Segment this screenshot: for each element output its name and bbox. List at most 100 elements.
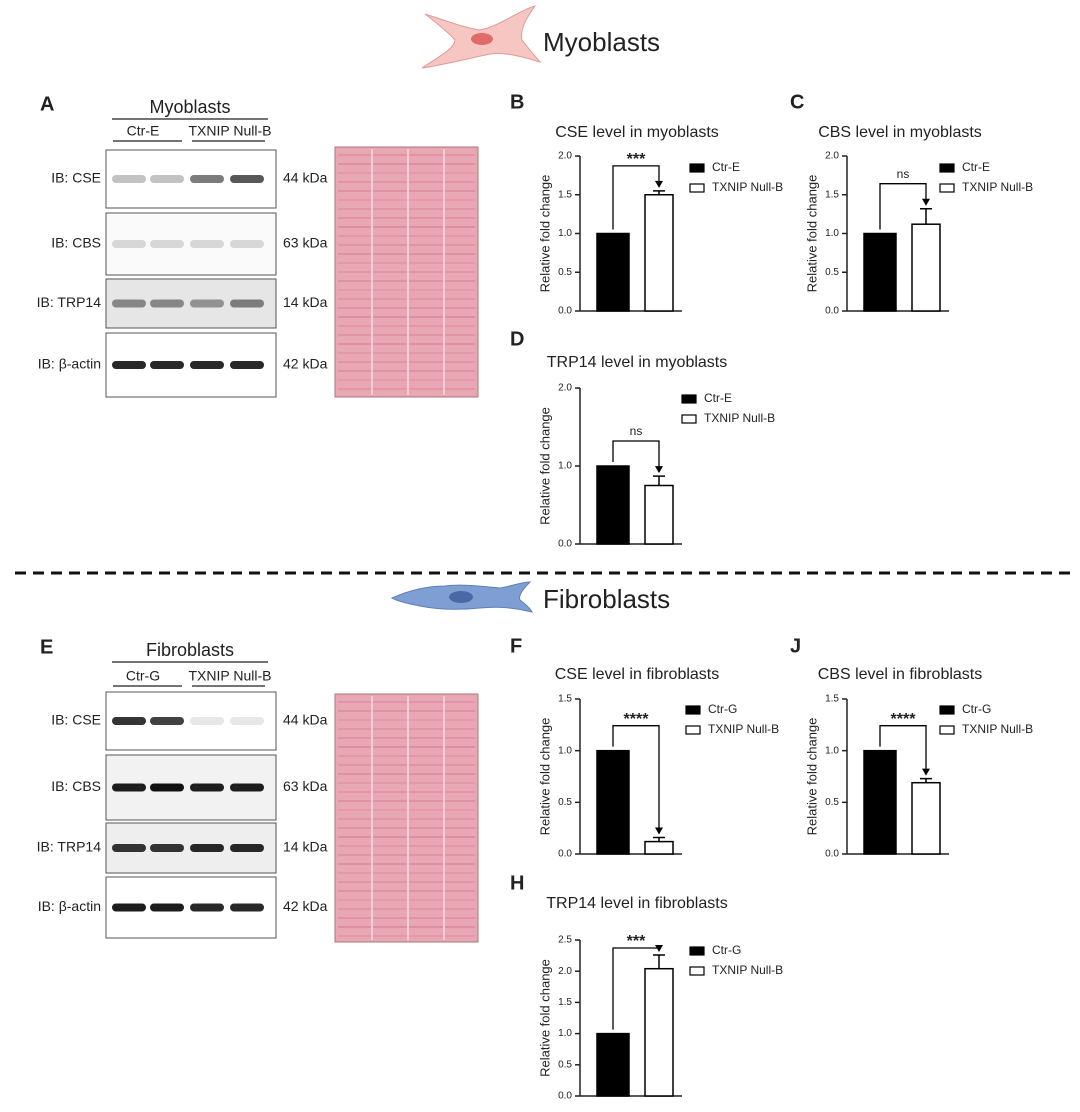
legend-label: Ctr-E bbox=[962, 160, 990, 174]
section-title: Myoblasts bbox=[543, 27, 660, 57]
blot-band bbox=[112, 299, 146, 308]
blot-band bbox=[230, 299, 264, 308]
blot-band bbox=[150, 361, 184, 369]
blot-size-label: 44 kDa bbox=[283, 170, 328, 186]
y-tick-label: 0.0 bbox=[825, 306, 839, 317]
blot-band bbox=[190, 361, 224, 369]
blot-size-label: 63 kDa bbox=[283, 778, 328, 794]
blot-band bbox=[112, 844, 146, 852]
blot-title: Fibroblasts bbox=[146, 640, 234, 660]
blot-size-label: 14 kDa bbox=[283, 294, 328, 310]
blot-band bbox=[190, 175, 224, 183]
error-bar bbox=[653, 475, 665, 486]
chart-title: TRP14 level in fibroblasts bbox=[546, 895, 727, 912]
blot-row-label: IB: CBS bbox=[51, 778, 101, 794]
y-tick-label: 1.5 bbox=[558, 694, 572, 705]
blot-band bbox=[190, 299, 224, 308]
blot-row-label: IB: β-actin bbox=[38, 356, 101, 372]
panel-letter: H bbox=[510, 872, 524, 894]
legend-swatch bbox=[939, 163, 955, 173]
chart-title: CSE level in myoblasts bbox=[555, 124, 719, 141]
blot-band bbox=[150, 299, 184, 308]
blot-band bbox=[190, 844, 224, 852]
legend-label: Ctr-G bbox=[712, 943, 741, 957]
group-label: TXNIP Null-B bbox=[189, 668, 272, 684]
bar bbox=[596, 1032, 630, 1097]
blot-row-label: IB: CSE bbox=[51, 712, 101, 728]
blot-size-label: 63 kDa bbox=[283, 235, 328, 251]
panel-letter: A bbox=[40, 93, 54, 115]
myoblast-nucleus bbox=[471, 33, 493, 45]
y-tick-label: 2.0 bbox=[558, 383, 572, 394]
panel-letter: B bbox=[510, 91, 524, 113]
group-label: Ctr-G bbox=[126, 668, 160, 684]
legend-label: TXNIP Null-B bbox=[704, 411, 775, 425]
significance-bracket bbox=[612, 725, 660, 833]
blot-band bbox=[190, 783, 224, 792]
significance-label: **** bbox=[624, 711, 650, 728]
y-tick-label: 0.5 bbox=[558, 1059, 572, 1070]
legend-swatch bbox=[689, 966, 705, 976]
blot-size-label: 42 kDa bbox=[283, 356, 328, 372]
significance-arrowhead bbox=[655, 944, 663, 952]
legend-swatch bbox=[685, 725, 701, 735]
error-bar bbox=[653, 954, 665, 969]
legend-label: Ctr-E bbox=[704, 391, 732, 405]
significance-label: ns bbox=[897, 167, 910, 181]
error-bar bbox=[653, 190, 665, 195]
panel-letter: J bbox=[790, 635, 801, 657]
legend-label: Ctr-G bbox=[708, 702, 737, 716]
blot-band bbox=[112, 361, 146, 369]
blot-band bbox=[230, 717, 264, 725]
blot-band bbox=[230, 844, 264, 852]
y-axis-label: Relative fold change bbox=[537, 175, 552, 293]
error-bar bbox=[920, 777, 932, 783]
y-axis-label: Relative fold change bbox=[537, 959, 552, 1077]
blot-band bbox=[150, 844, 184, 852]
blot-band bbox=[150, 240, 184, 248]
legend-label: Ctr-E bbox=[712, 160, 740, 174]
blot-row-label: IB: TRP14 bbox=[37, 839, 102, 855]
y-tick-label: 1.5 bbox=[558, 997, 572, 1008]
chart-title: TRP14 level in myoblasts bbox=[547, 354, 728, 371]
bar bbox=[644, 194, 674, 312]
y-axis-label: Relative fold change bbox=[804, 718, 819, 836]
y-tick-label: 0.0 bbox=[558, 1091, 572, 1102]
ponceau-stain bbox=[334, 146, 479, 398]
legend-swatch bbox=[681, 414, 697, 424]
bar bbox=[644, 840, 674, 855]
legend-label: TXNIP Null-B bbox=[712, 180, 783, 194]
legend-swatch bbox=[689, 946, 705, 956]
error-bar bbox=[653, 836, 665, 842]
y-tick-label: 0.5 bbox=[558, 797, 572, 808]
blot-band bbox=[230, 783, 264, 792]
section-title: Fibroblasts bbox=[543, 584, 670, 614]
significance-bracket bbox=[612, 440, 660, 472]
significance-bracket bbox=[879, 183, 927, 230]
blot-band bbox=[150, 175, 184, 183]
y-tick-label: 0.5 bbox=[825, 797, 839, 808]
y-tick-label: 0.5 bbox=[558, 267, 572, 278]
blot-band bbox=[150, 783, 184, 792]
y-tick-label: 2.5 bbox=[558, 935, 572, 946]
blot-row-label: IB: β-actin bbox=[38, 898, 101, 914]
significance-label: *** bbox=[627, 151, 646, 168]
bar bbox=[911, 781, 941, 855]
significance-arrowhead bbox=[655, 827, 663, 835]
group-label: TXNIP Null-B bbox=[189, 123, 272, 139]
blot-band bbox=[112, 175, 146, 183]
significance-label: ns bbox=[630, 424, 643, 438]
bar bbox=[596, 749, 630, 855]
blot-band bbox=[112, 783, 146, 792]
y-tick-label: 2.0 bbox=[558, 151, 572, 162]
fibroblast-nucleus bbox=[449, 591, 473, 603]
chart-title: CBS level in fibroblasts bbox=[818, 666, 983, 683]
y-axis-label: Relative fold change bbox=[537, 407, 552, 525]
legend-swatch bbox=[939, 183, 955, 193]
y-tick-label: 1.0 bbox=[558, 745, 572, 756]
legend-swatch bbox=[689, 183, 705, 193]
y-tick-label: 1.0 bbox=[558, 461, 572, 472]
blot-band bbox=[190, 903, 224, 912]
y-tick-label: 1.0 bbox=[825, 745, 839, 756]
significance-arrowhead bbox=[655, 180, 663, 188]
